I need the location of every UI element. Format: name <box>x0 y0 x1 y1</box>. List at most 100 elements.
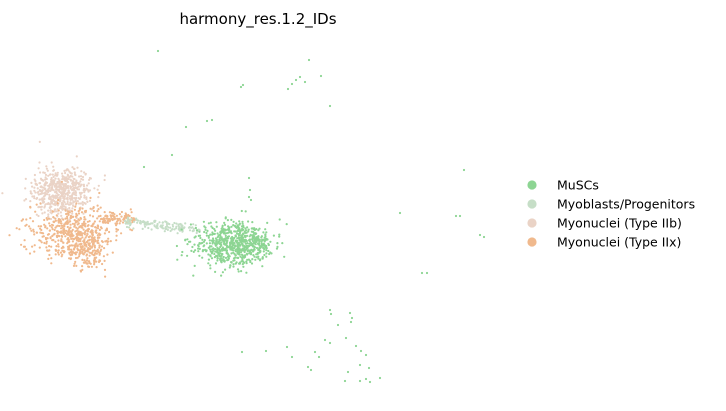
data-point <box>28 225 31 228</box>
data-point <box>97 196 100 199</box>
data-point <box>34 210 37 213</box>
data-point <box>93 244 96 247</box>
data-point <box>64 217 67 220</box>
data-point <box>60 188 64 191</box>
data-point <box>62 185 65 189</box>
data-point <box>378 376 382 380</box>
data-point <box>127 222 130 225</box>
data-point <box>253 239 256 242</box>
data-point <box>62 251 66 254</box>
data-point <box>111 212 114 215</box>
data-point <box>39 225 43 228</box>
data-point <box>77 185 80 188</box>
legend-marker <box>527 199 537 209</box>
data-point <box>247 228 250 231</box>
data-point <box>250 248 253 251</box>
data-point <box>61 177 65 181</box>
data-point <box>37 214 40 218</box>
data-point <box>193 264 196 267</box>
data-point <box>31 195 34 198</box>
data-point <box>96 204 99 207</box>
data-point <box>62 189 65 192</box>
data-point <box>79 231 82 234</box>
data-point <box>61 175 64 178</box>
data-point <box>81 226 84 229</box>
data-point <box>164 220 167 223</box>
data-point <box>188 229 192 232</box>
data-point <box>235 222 238 225</box>
data-point <box>40 208 43 211</box>
data-point <box>230 261 233 264</box>
data-point <box>124 222 128 225</box>
data-point <box>232 265 235 268</box>
data-point <box>101 262 104 266</box>
data-point <box>155 226 158 229</box>
data-point <box>206 229 209 232</box>
data-point <box>198 247 201 250</box>
data-point <box>46 169 49 172</box>
data-point <box>39 227 42 230</box>
data-point <box>40 231 44 235</box>
data-point <box>198 234 202 237</box>
data-point <box>236 225 239 228</box>
data-point <box>71 235 74 238</box>
data-point <box>96 249 99 252</box>
data-point <box>238 230 241 233</box>
data-point <box>238 220 241 223</box>
data-point <box>170 153 174 157</box>
data-point <box>89 247 92 250</box>
data-point <box>42 195 46 198</box>
data-point <box>97 184 100 187</box>
data-point <box>104 219 107 222</box>
data-point <box>164 226 167 229</box>
data-point <box>257 251 260 254</box>
data-point <box>71 240 74 243</box>
data-point <box>73 173 77 176</box>
data-point <box>233 224 236 227</box>
data-point <box>47 209 50 212</box>
data-point <box>220 260 223 263</box>
data-point <box>225 251 228 254</box>
data-point <box>257 229 260 232</box>
data-point <box>85 234 88 237</box>
data-point <box>55 225 58 228</box>
data-point <box>344 336 348 340</box>
data-point <box>61 226 64 229</box>
data-point <box>90 230 93 233</box>
data-point <box>232 257 236 260</box>
data-point <box>226 235 229 238</box>
data-point <box>201 241 204 244</box>
data-point <box>49 236 52 239</box>
data-point <box>266 238 269 241</box>
data-point <box>98 220 101 223</box>
data-point <box>91 245 94 248</box>
legend: MuSCs Myoblasts/Progenitors Myonuclei (Typ… <box>527 178 695 250</box>
data-point <box>217 251 220 254</box>
data-point <box>129 219 132 222</box>
data-point <box>218 238 221 241</box>
data-point <box>398 211 402 215</box>
data-point <box>77 183 80 186</box>
data-point <box>70 172 73 175</box>
data-point <box>75 264 78 267</box>
data-point <box>220 253 223 256</box>
data-point <box>60 238 63 241</box>
data-point <box>54 240 57 243</box>
data-point <box>232 263 235 266</box>
data-point <box>303 80 307 84</box>
data-point <box>130 229 134 232</box>
data-point <box>67 246 70 249</box>
legend-label: Myoblasts/Progenitors <box>557 197 695 212</box>
data-point <box>33 250 36 253</box>
data-point <box>364 377 368 381</box>
data-point <box>69 185 72 188</box>
data-point <box>88 244 91 247</box>
data-point <box>55 190 58 193</box>
data-point <box>78 175 81 178</box>
data-point <box>258 259 262 262</box>
data-point <box>147 222 150 225</box>
data-point <box>38 198 41 201</box>
data-point <box>71 196 74 200</box>
data-point <box>127 216 130 219</box>
